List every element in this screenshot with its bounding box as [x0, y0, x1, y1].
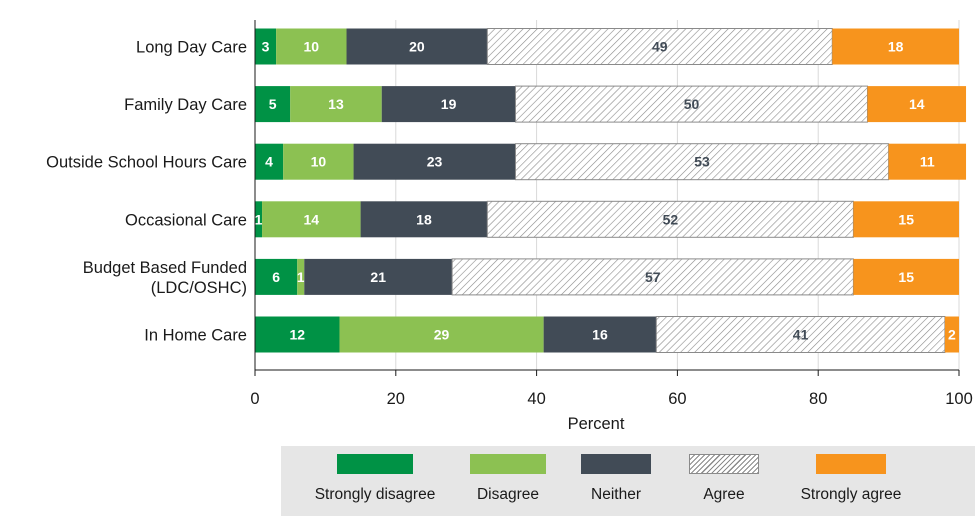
bar-value-label: 10 — [311, 154, 327, 170]
legend-item: Disagree — [418, 454, 598, 504]
bar-segment — [853, 201, 959, 238]
bar-segment — [888, 143, 967, 180]
category-label: Occasional Care — [125, 211, 247, 229]
bar-value-label: 11 — [920, 154, 935, 170]
bar-value-label: 14 — [304, 211, 320, 227]
category-label: Long Day Care — [136, 39, 247, 57]
bar-segment — [255, 86, 291, 123]
legend-swatch — [337, 454, 413, 474]
category-label: Budget Based Funded — [83, 259, 247, 277]
stacked-bar-chart: 3 10 20 49 185 13 19 50 144 10 23 53 111 14 18 52 156 1 21… — [46, 20, 973, 433]
legend-item: Strongly agree — [761, 454, 941, 504]
category-label: Family Day Care — [124, 96, 247, 114]
bar-value-label: 18 — [888, 39, 904, 55]
bar-value-label: 20 — [409, 39, 425, 55]
x-tick-label: 100 — [945, 390, 973, 408]
legend-swatch — [689, 454, 759, 474]
bar-value-label: 57 — [645, 269, 661, 285]
bar-value-label: 15 — [898, 211, 914, 227]
bar-value-label: 5 — [269, 96, 277, 112]
bar-segment — [346, 28, 488, 65]
bar-segment — [353, 143, 516, 180]
bar-segment — [451, 258, 854, 296]
bar-segment — [255, 258, 298, 295]
bar-value-label: 29 — [434, 327, 450, 343]
bar-value-label: 19 — [441, 96, 457, 112]
bar-value-label: 3 — [262, 39, 270, 55]
bar-value-label: 10 — [304, 39, 320, 55]
bar-value-label: 21 — [370, 269, 386, 285]
bar-segment — [255, 201, 263, 238]
x-tick-label: 80 — [809, 390, 827, 408]
x-axis-title: Percent — [568, 415, 625, 433]
bar-value-label: 6 — [272, 269, 280, 285]
bar-value-label: 4 — [265, 154, 273, 170]
category-label: Outside School Hours Care — [46, 154, 247, 172]
bar-value-label: 18 — [416, 211, 432, 227]
bar-value-label: 53 — [694, 154, 710, 170]
x-tick-label: 20 — [387, 390, 405, 408]
bar-segment — [486, 200, 854, 238]
bar-segment — [276, 28, 347, 65]
x-axis: 0 20 40 60 80 100 — [250, 20, 973, 408]
bar-value-label: 1 — [255, 211, 263, 227]
legend-swatch — [816, 454, 886, 474]
legend-swatch — [581, 454, 651, 474]
bar-segment — [297, 258, 305, 295]
bar-segment — [853, 258, 959, 295]
bar-segment — [832, 28, 959, 65]
bar-segment — [304, 258, 453, 295]
legend-swatch — [470, 454, 546, 474]
bar-value-label: 12 — [289, 327, 305, 343]
legend-label: Strongly disagree — [314, 486, 436, 503]
bar-segment — [262, 201, 361, 238]
bar-segment — [255, 28, 277, 65]
bar-value-label: 1 — [297, 269, 305, 285]
category-labels: Long Day Care Family Day Care Outside Scho… — [46, 39, 247, 345]
x-tick-label: 60 — [668, 390, 686, 408]
bar-segment — [255, 143, 284, 180]
legend-label: Agree — [703, 486, 745, 503]
bar-value-label: 41 — [793, 327, 809, 343]
bar-segment — [944, 316, 959, 353]
legend: Strongly disagree Disagree Neither Agree Str… — [281, 446, 975, 516]
bar-segment — [514, 143, 890, 181]
bar-segment — [486, 28, 833, 65]
bar-segment — [290, 86, 382, 123]
legend-label: Neither — [591, 486, 641, 503]
bar-segment — [543, 316, 657, 353]
x-tick-label: 0 — [250, 390, 259, 408]
bar-value-label: 52 — [663, 211, 679, 227]
bar-segment — [283, 143, 354, 180]
legend-item: Strongly disagree — [285, 454, 465, 504]
bar-segment — [867, 86, 967, 123]
bar-value-label: 13 — [328, 96, 344, 112]
bar-segment — [360, 201, 488, 238]
bar-value-label: 14 — [909, 96, 925, 112]
bar-value-label: 23 — [427, 154, 443, 170]
bar-segment — [381, 86, 516, 123]
legend-item: Neither — [526, 454, 706, 504]
bars: 3 10 20 49 185 13 19 50 144 10 23 53 111 14 18 52 156 1 21… — [255, 28, 967, 353]
bar-value-label: 16 — [592, 327, 608, 343]
bar-value-label: 49 — [652, 39, 668, 55]
bar-value-label: 50 — [684, 96, 700, 112]
bar-value-label: 2 — [948, 327, 956, 343]
category-label: In Home Care — [144, 327, 247, 345]
bar-value-label: 15 — [898, 269, 914, 285]
legend-label: Strongly agree — [800, 486, 902, 503]
legend-label: Disagree — [476, 486, 540, 503]
x-tick-label: 40 — [527, 390, 545, 408]
category-label: (LDC/OSHC) — [151, 279, 247, 297]
bar-segment — [339, 316, 544, 353]
legend-item: Agree — [634, 454, 814, 504]
bar-segment — [255, 316, 340, 353]
